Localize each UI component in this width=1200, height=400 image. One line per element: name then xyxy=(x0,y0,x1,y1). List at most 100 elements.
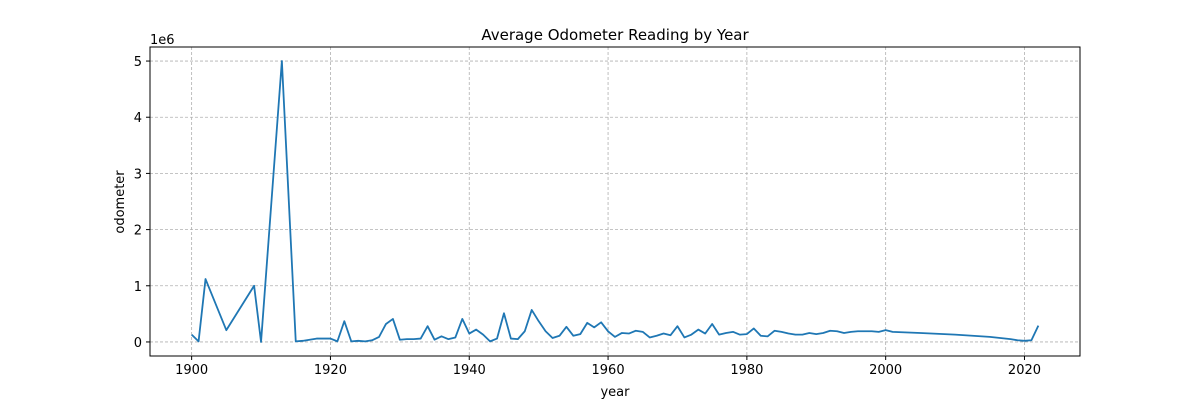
data-point xyxy=(773,329,777,333)
data-point xyxy=(558,334,562,338)
data-point xyxy=(190,333,194,337)
data-point xyxy=(766,335,770,339)
plot-frame xyxy=(149,46,1081,357)
data-point xyxy=(627,332,631,336)
x-tick-label: 1920 xyxy=(314,363,347,378)
data-point xyxy=(349,340,353,344)
data-point xyxy=(884,328,888,332)
data-point xyxy=(259,340,263,344)
data-point xyxy=(620,331,624,335)
data-point xyxy=(502,312,506,316)
data-point xyxy=(579,332,583,336)
x-tick-label: 1980 xyxy=(730,363,763,378)
data-point xyxy=(495,337,499,341)
data-point xyxy=(370,338,374,342)
data-point xyxy=(516,337,520,341)
y-tick-label: 4 xyxy=(134,111,142,126)
chart-title: Average Odometer Reading by Year xyxy=(481,26,749,44)
y-tick-label: 0 xyxy=(134,336,142,351)
data-point xyxy=(544,329,548,333)
data-point xyxy=(398,338,402,342)
x-tick-label: 1960 xyxy=(592,363,625,378)
data-point xyxy=(551,336,555,340)
data-point xyxy=(225,328,229,332)
y-axis-label: odometer xyxy=(113,170,128,234)
data-point xyxy=(634,329,638,333)
x-tick-label: 1940 xyxy=(453,363,486,378)
grid xyxy=(150,47,1080,356)
data-point xyxy=(606,329,610,333)
data-point xyxy=(592,326,596,330)
y-tick-label: 2 xyxy=(134,224,142,239)
data-point xyxy=(537,319,541,323)
data-point xyxy=(655,334,659,338)
data-point xyxy=(724,331,728,335)
y-axis-ticks: 0 1 2 3 4 5 xyxy=(134,55,150,351)
x-tick-label: 2020 xyxy=(1008,363,1041,378)
series-line xyxy=(191,60,1040,343)
x-axis-label: year xyxy=(600,385,630,400)
data-point xyxy=(419,337,423,341)
data-point xyxy=(849,330,853,334)
data-point xyxy=(662,332,666,336)
y-axis-offset-label: 1e6 xyxy=(150,33,175,48)
data-point xyxy=(391,317,395,321)
data-point xyxy=(204,277,208,281)
data-point xyxy=(565,325,569,329)
data-point xyxy=(842,331,846,335)
data-point xyxy=(467,332,471,336)
data-point xyxy=(870,329,874,333)
data-point xyxy=(1009,337,1013,341)
data-point xyxy=(745,332,749,336)
data-point xyxy=(336,340,340,344)
data-point xyxy=(953,333,957,337)
data-point xyxy=(801,333,805,337)
y-tick-label: 1 xyxy=(134,280,142,295)
data-point xyxy=(808,331,812,335)
data-point xyxy=(891,330,895,334)
data-point xyxy=(676,324,680,328)
data-point xyxy=(696,328,700,332)
data-point xyxy=(440,335,444,339)
data-point xyxy=(523,329,527,333)
series-layer xyxy=(190,60,1041,344)
data-point xyxy=(308,338,312,342)
data-point xyxy=(252,284,256,288)
data-point xyxy=(197,340,201,344)
data-point xyxy=(648,336,652,340)
data-point xyxy=(322,337,326,341)
y-tick-label: 5 xyxy=(134,55,142,70)
data-point xyxy=(447,337,451,341)
data-point xyxy=(530,308,534,312)
data-point xyxy=(329,337,333,341)
data-point xyxy=(752,327,756,331)
data-point xyxy=(863,329,867,333)
data-point xyxy=(794,333,798,337)
data-point xyxy=(703,332,707,336)
data-point xyxy=(405,337,409,341)
data-point xyxy=(1037,324,1041,328)
data-point xyxy=(488,340,492,344)
data-point xyxy=(356,339,360,343)
data-point xyxy=(759,334,763,338)
data-point xyxy=(821,331,825,335)
data-point xyxy=(710,322,714,326)
data-point xyxy=(474,328,478,332)
data-point xyxy=(988,335,992,339)
data-point xyxy=(1030,338,1034,342)
data-point xyxy=(454,336,458,340)
data-point xyxy=(585,321,589,325)
data-point xyxy=(481,333,485,337)
data-point xyxy=(856,329,860,333)
data-point xyxy=(787,332,791,336)
data-point xyxy=(738,333,742,337)
data-point xyxy=(828,329,832,333)
data-point xyxy=(1016,338,1020,342)
data-point xyxy=(690,333,694,337)
x-tick-label: 2000 xyxy=(869,363,902,378)
data-point xyxy=(412,337,416,341)
data-point xyxy=(877,330,881,334)
data-point xyxy=(683,336,687,340)
data-point xyxy=(301,339,305,343)
